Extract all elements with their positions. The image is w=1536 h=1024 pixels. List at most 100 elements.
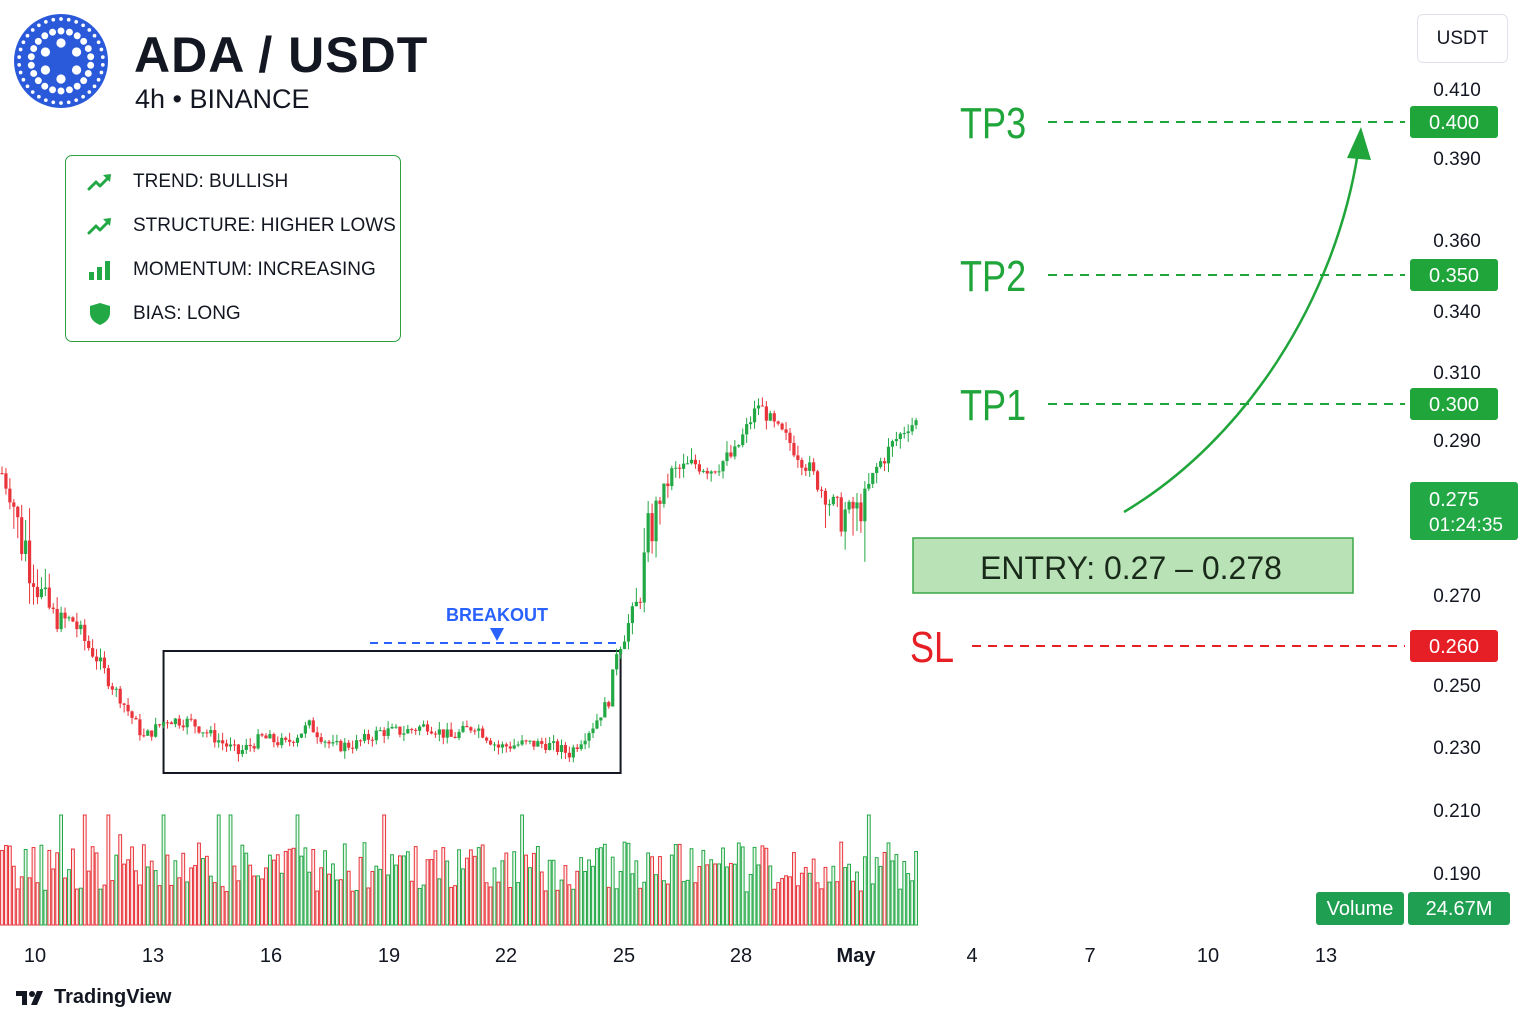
candle-body bbox=[94, 656, 99, 662]
candle-body bbox=[347, 742, 351, 748]
volume-bar bbox=[677, 843, 682, 926]
volume-bar bbox=[295, 814, 300, 926]
logo-dot bbox=[17, 63, 22, 67]
candle-body bbox=[768, 413, 772, 421]
logo-dot bbox=[30, 70, 38, 77]
volume-bar bbox=[882, 851, 887, 926]
volume-bar bbox=[248, 864, 253, 926]
candle-body bbox=[83, 624, 87, 641]
candle-body bbox=[63, 612, 67, 619]
volume-bar bbox=[240, 844, 245, 926]
volume-bar bbox=[59, 814, 64, 926]
volume-bar bbox=[102, 884, 107, 926]
candle-body bbox=[693, 459, 698, 465]
interval-exchange: 4h • BINANCE bbox=[135, 84, 310, 114]
volume-bar bbox=[555, 889, 560, 926]
currency-button[interactable]: USDT bbox=[1417, 14, 1508, 63]
volume-bar bbox=[705, 864, 710, 926]
candle-body bbox=[280, 737, 284, 746]
volume-bar bbox=[71, 848, 75, 926]
volume-bar bbox=[386, 874, 391, 926]
volume-bar bbox=[681, 881, 686, 926]
volume-bar bbox=[595, 848, 599, 926]
candle-body bbox=[882, 461, 887, 464]
candle-body bbox=[469, 727, 473, 731]
brand-name: TradingView bbox=[54, 986, 172, 1008]
candle-body bbox=[114, 688, 118, 690]
info-structure: STRUCTURE: HIGHER LOWS bbox=[86, 214, 396, 238]
tradingview-logo-icon bbox=[16, 990, 43, 1005]
logo-dot bbox=[51, 17, 56, 22]
volume-bar bbox=[461, 868, 465, 926]
candle-body bbox=[575, 747, 579, 749]
logo-dot bbox=[25, 84, 30, 89]
candle-body bbox=[213, 730, 217, 743]
tradingview-brand[interactable]: TradingView bbox=[16, 986, 171, 1009]
level-price-tag bbox=[1410, 106, 1498, 138]
candle-body bbox=[603, 702, 607, 718]
candle-body bbox=[760, 405, 765, 407]
volume-bar bbox=[465, 857, 469, 926]
candle-body bbox=[158, 724, 162, 726]
logo-dot bbox=[57, 87, 65, 95]
volume-bar bbox=[141, 844, 146, 926]
volume-bar bbox=[756, 864, 761, 926]
candle-body bbox=[390, 726, 394, 729]
volume-bar bbox=[634, 860, 639, 926]
logo-dot bbox=[21, 40, 26, 45]
candle-body bbox=[311, 720, 315, 733]
volume-bar bbox=[500, 860, 505, 926]
volume-bar bbox=[307, 871, 312, 926]
candle-body bbox=[307, 720, 311, 726]
logo-dot bbox=[30, 28, 35, 32]
volume-bar bbox=[673, 844, 678, 926]
volume-bar bbox=[744, 891, 749, 926]
volume-bar bbox=[646, 852, 651, 926]
logo-dot bbox=[100, 55, 105, 59]
volume-bar bbox=[394, 864, 398, 926]
volume-bar bbox=[866, 814, 871, 926]
info-momentum: MOMENTUM: INCREASING bbox=[86, 258, 376, 282]
volume-bar bbox=[583, 870, 588, 926]
candle-body bbox=[579, 744, 583, 749]
candle-body bbox=[516, 744, 520, 746]
candle-body bbox=[351, 747, 355, 749]
candle-body bbox=[752, 408, 757, 423]
volume-bar bbox=[512, 851, 517, 926]
volume-bar bbox=[457, 849, 461, 926]
candle-body bbox=[634, 601, 638, 607]
target-arrow bbox=[1123, 151, 1360, 514]
candle-body bbox=[555, 741, 560, 752]
candle-body bbox=[465, 725, 469, 728]
volume-bar bbox=[713, 863, 718, 926]
volume-bar bbox=[173, 860, 178, 926]
logo-dot bbox=[41, 82, 49, 90]
candle-body bbox=[299, 733, 304, 738]
volume-bar bbox=[189, 867, 194, 926]
candle-body bbox=[650, 513, 654, 542]
candle-body bbox=[658, 500, 662, 504]
volume-bar bbox=[327, 873, 331, 926]
candle-body bbox=[339, 740, 343, 752]
volume-bar bbox=[405, 851, 410, 926]
logo-dot bbox=[41, 32, 49, 40]
logo-dot bbox=[92, 33, 97, 38]
volume-bar bbox=[122, 863, 127, 926]
volume-bar bbox=[551, 859, 556, 926]
volume-bar bbox=[642, 881, 647, 926]
volume-label: Volume bbox=[1327, 898, 1394, 920]
volume-bar bbox=[547, 859, 552, 926]
candle-body bbox=[370, 739, 374, 741]
candle-body bbox=[729, 452, 733, 457]
x-tick-label: 10 bbox=[1197, 945, 1219, 967]
candle-body bbox=[871, 473, 875, 484]
info-trend-label: TREND: BULLISH bbox=[133, 171, 289, 192]
volume-bar bbox=[870, 883, 875, 926]
candle-body bbox=[343, 742, 347, 752]
trade-levels: TP3 0.400 TP2 0.350 TP1 0.300 SL 0.260 bbox=[910, 99, 1498, 672]
volume-bar bbox=[803, 866, 808, 926]
volume-bar bbox=[27, 877, 32, 926]
volume-bar bbox=[437, 878, 442, 926]
current-price-label: 0.275 bbox=[1429, 489, 1479, 511]
